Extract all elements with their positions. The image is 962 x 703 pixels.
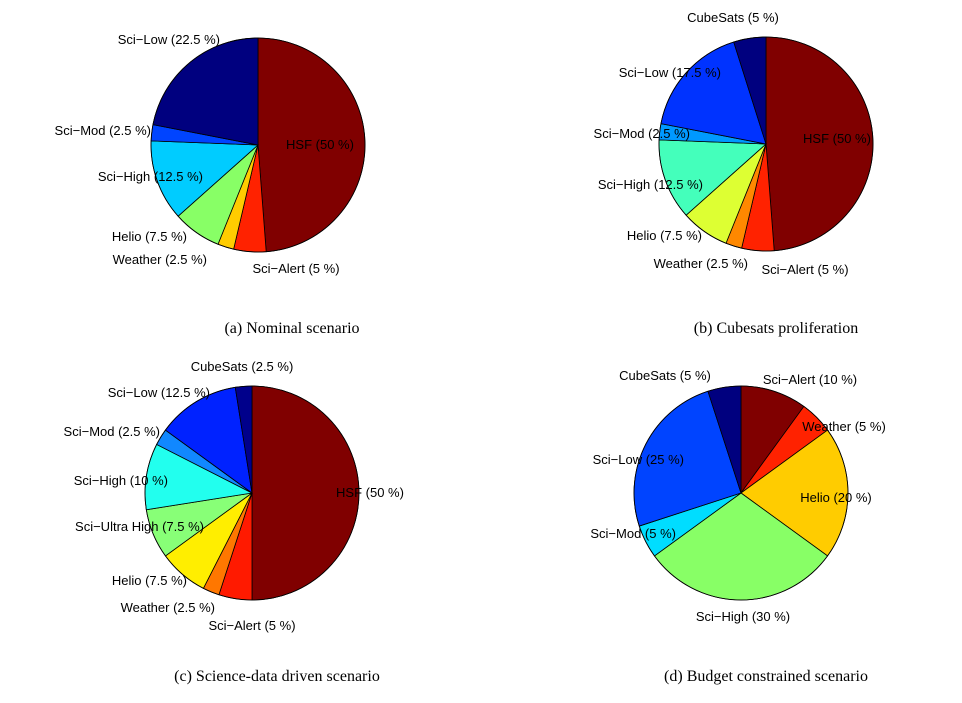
slice-label: Weather (2.5 %): [113, 252, 207, 267]
caption-science: (c) Science-data driven scenario: [174, 668, 380, 685]
slice-label: Weather (2.5 %): [654, 256, 748, 271]
pie-chart-nominal: HSF (50 %) Sci−Alert (5 %) Weather (2.5 %)…: [55, 32, 366, 337]
slice-label: Sci−Alert (5 %): [252, 261, 339, 276]
slice-label: Sci−High (12.5 %): [98, 169, 203, 184]
slice-label: Sci−Low (25 %): [593, 452, 684, 467]
slice-label: HSF (50 %): [336, 485, 404, 500]
pie-labels-budget: Sci−Alert (10 %) Weather (5 %) Helio (20 %…: [590, 368, 885, 624]
slice-label: Sci−Alert (10 %): [763, 372, 857, 387]
slice-label: Sci−Mod (2.5 %): [594, 126, 690, 141]
caption-nominal: (a) Nominal scenario: [224, 320, 359, 337]
slice-label: Sci−Low (12.5 %): [108, 385, 210, 400]
slice-label: Sci−Ultra High (7.5 %): [75, 519, 204, 534]
pie-chart-science: HSF (50 %) Sci−Alert (5 %) Weather (2.5 %)…: [64, 359, 404, 685]
slice-label: CubeSats (2.5 %): [191, 359, 294, 374]
slice-label: CubeSats (5 %): [619, 368, 711, 383]
slice-label: Sci−Mod (2.5 %): [64, 424, 160, 439]
slice-label: Sci−High (10 %): [74, 473, 168, 488]
slice-label: Helio (7.5 %): [627, 228, 702, 243]
slice-label: Weather (2.5 %): [121, 600, 215, 615]
slice-label: Helio (20 %): [800, 490, 872, 505]
slice-label: Helio (7.5 %): [112, 229, 187, 244]
caption-cubesats: (b) Cubesats proliferation: [694, 320, 858, 337]
pie-outline: [144, 385, 360, 601]
slice-label: Sci−Alert (5 %): [208, 618, 295, 633]
pie-slices-science: [144, 385, 360, 601]
pie-outline: [150, 37, 366, 253]
slice-label: Sci−Low (22.5 %): [118, 32, 220, 47]
slice-label: Sci−High (12.5 %): [598, 177, 703, 192]
slice-label: Helio (7.5 %): [112, 573, 187, 588]
slice-label: Weather (5 %): [802, 419, 886, 434]
slice-label: Sci−High (30 %): [696, 609, 790, 624]
slice-label: CubeSats (5 %): [687, 10, 779, 25]
slice-label: HSF (50 %): [803, 131, 871, 146]
pie-slices-nominal: [150, 37, 366, 253]
pie-slices-budget: [633, 385, 849, 601]
slice-label: Sci−Mod (2.5 %): [55, 123, 151, 138]
slice-label: Sci−Low (17.5 %): [619, 65, 721, 80]
slice-label: Sci−Alert (5 %): [761, 262, 848, 277]
pie-labels-science: HSF (50 %) Sci−Alert (5 %) Weather (2.5 %)…: [64, 359, 404, 633]
slice-label: HSF (50 %): [286, 137, 354, 152]
pie-outline: [658, 36, 874, 252]
slice-label: Sci−Mod (5 %): [590, 526, 676, 541]
pie-slices-cubesats: [658, 36, 874, 252]
pie-labels-nominal: HSF (50 %) Sci−Alert (5 %) Weather (2.5 %)…: [55, 32, 354, 276]
pie-labels-cubesats: HSF (50 %) Sci−Alert (5 %) Weather (2.5 %)…: [594, 10, 871, 277]
pie-chart-budget: Sci−Alert (10 %) Weather (5 %) Helio (20 %…: [590, 368, 885, 685]
caption-budget: (d) Budget constrained scenario: [664, 668, 868, 685]
pie-outline: [633, 385, 849, 601]
pie-chart-cubesats: HSF (50 %) Sci−Alert (5 %) Weather (2.5 %)…: [594, 10, 874, 337]
